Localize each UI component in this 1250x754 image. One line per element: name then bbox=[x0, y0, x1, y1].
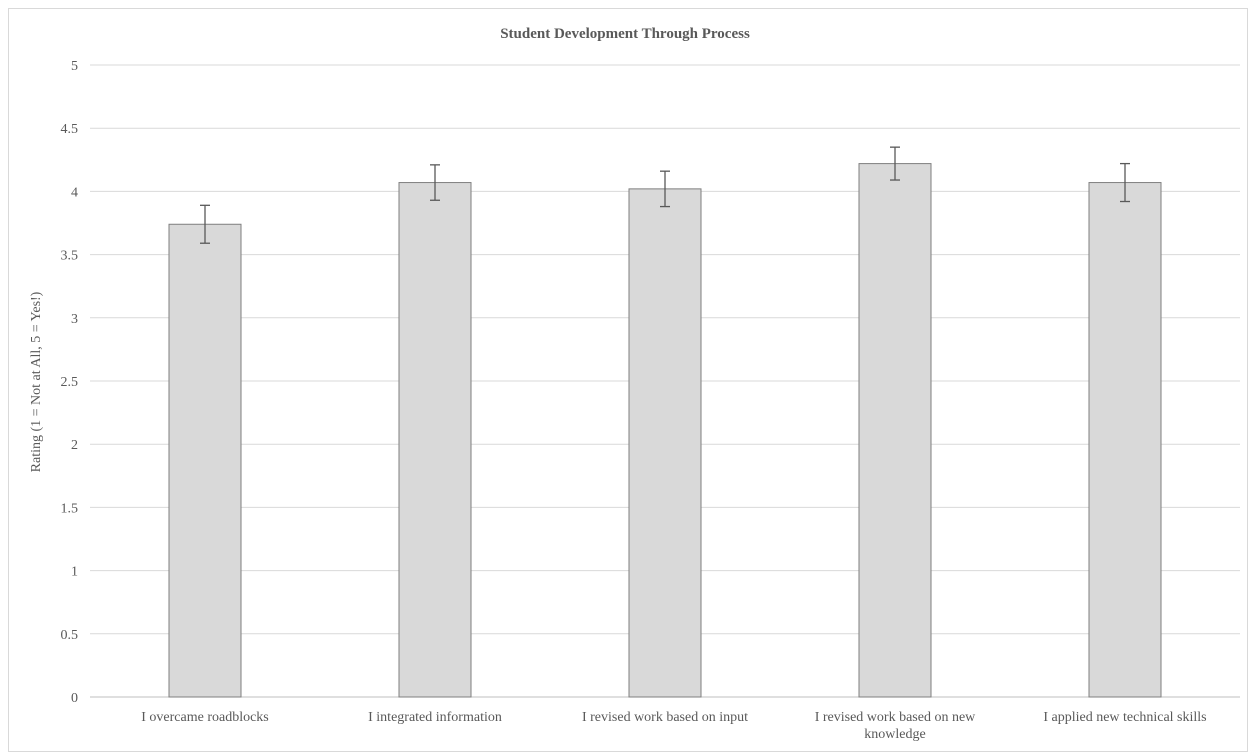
error-bar bbox=[1120, 162, 1130, 203]
bar bbox=[628, 188, 702, 698]
y-tick-label: 3.5 bbox=[61, 249, 79, 264]
error-bar bbox=[200, 204, 210, 244]
bar bbox=[858, 163, 932, 698]
y-tick-label: 1 bbox=[71, 565, 78, 580]
error-bar bbox=[430, 164, 440, 201]
axis-labels: 0 0.5 1 1.5 2 2.5 3 3.5 4 4.5 5 I overcame roadbloc… bbox=[61, 59, 1207, 742]
y-tick-label: 1.5 bbox=[61, 501, 79, 516]
x-category-label: I revised work based on new bbox=[815, 710, 976, 725]
y-tick-label: 0 bbox=[71, 691, 78, 706]
bars bbox=[168, 146, 1162, 698]
bar bbox=[168, 223, 242, 698]
bar bbox=[1088, 182, 1162, 698]
y-tick-label: 0.5 bbox=[61, 628, 79, 643]
y-tick-label: 3 bbox=[71, 312, 78, 327]
y-tick-label: 2.5 bbox=[61, 375, 79, 390]
chart-title: Student Development Through Process bbox=[500, 26, 750, 42]
x-category-label: I applied new technical skills bbox=[1043, 710, 1206, 725]
x-category-label: I revised work based on input bbox=[582, 710, 748, 725]
x-category-label: knowledge bbox=[864, 727, 925, 742]
y-axis-label: Rating (1 = Not at All, 5 = Yes!) bbox=[29, 291, 44, 472]
y-tick-label: 2 bbox=[71, 438, 78, 453]
x-category-label: I overcame roadblocks bbox=[141, 710, 269, 725]
bar bbox=[398, 182, 472, 698]
y-tick-label: 5 bbox=[71, 59, 78, 74]
y-tick-label: 4.5 bbox=[61, 122, 79, 137]
error-bar bbox=[890, 146, 900, 181]
y-tick-label: 4 bbox=[71, 185, 78, 200]
error-bar bbox=[660, 170, 670, 208]
x-category-label: I integrated information bbox=[368, 710, 502, 725]
